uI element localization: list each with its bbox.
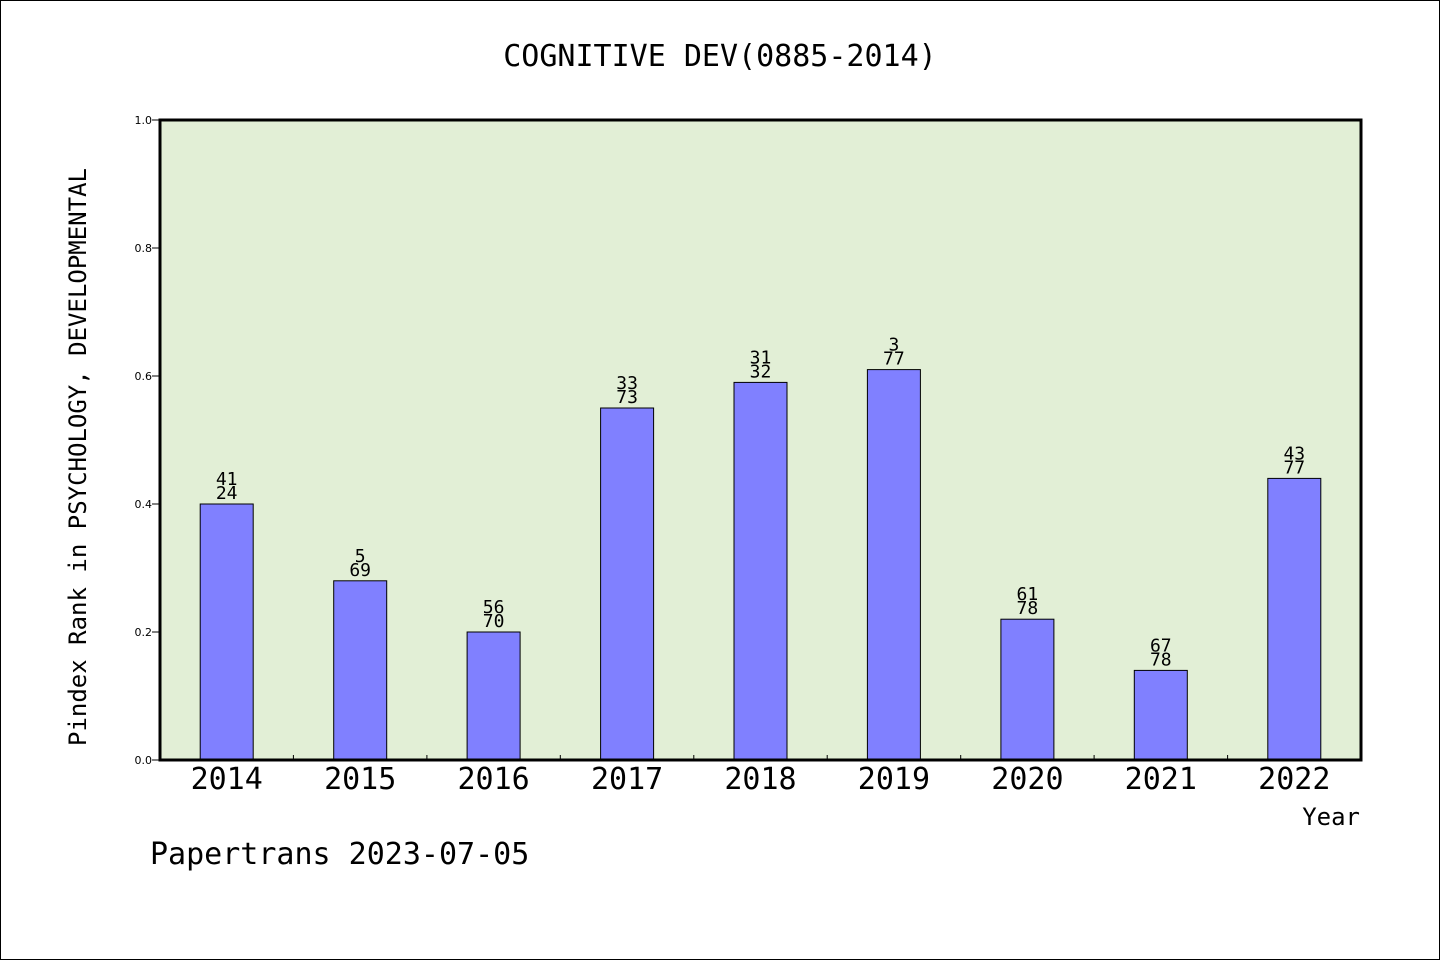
data-label-top-2022: 43	[1283, 443, 1305, 464]
chart-title: COGNITIVE DEV(0885-2014)	[503, 39, 936, 74]
y-axis: 0.0 0.2 0.4 0.6 0.8 1.0	[135, 114, 160, 767]
data-label-bottom-2018: 32	[750, 361, 772, 382]
x-tick-label-2016: 2016	[457, 762, 529, 797]
x-tick-label-2020: 2020	[991, 762, 1063, 797]
x-tick-label-2019: 2019	[858, 762, 930, 797]
y-tick-label-0.0: 0.0	[135, 754, 153, 767]
plot-border	[158, 118, 1363, 762]
y-tick-label-1.0: 1.0	[135, 114, 153, 127]
data-label-top-2019: 3	[888, 335, 899, 356]
x-tick-label-2022: 2022	[1258, 762, 1330, 797]
bar-2016	[466, 631, 521, 761]
data-label-top-2016: 56	[483, 597, 505, 618]
bar-2017	[600, 407, 655, 761]
bar-2020	[1000, 618, 1055, 761]
data-label-bottom-2022: 77	[1283, 457, 1305, 478]
x-tick-label-2018: 2018	[724, 762, 796, 797]
x-tick-label-2015: 2015	[324, 762, 396, 797]
data-label-bottom-2020: 78	[1017, 598, 1039, 619]
x-tick-label-2014: 2014	[191, 762, 263, 797]
y-tick-label-0.4: 0.4	[135, 498, 153, 511]
x-tick-label-2017: 2017	[591, 762, 663, 797]
data-label-bottom-2014: 24	[216, 483, 238, 504]
bar-2022	[1267, 477, 1322, 761]
y-tick-label-0.6: 0.6	[135, 370, 153, 383]
data-label-top-2015: 5	[355, 546, 366, 567]
y-tick-label-0.2: 0.2	[135, 626, 153, 639]
bar-2015	[333, 580, 388, 761]
x-axis: 2014 2015 2016 2017 2018 2019 2020 2021 2022	[191, 755, 1330, 797]
data-label-top-2020: 61	[1017, 584, 1039, 605]
bar-2014	[199, 503, 254, 761]
data-label-bottom-2021: 78	[1150, 649, 1172, 670]
data-label-top-2018: 31	[750, 347, 772, 368]
data-label-bottom-2019: 77	[883, 349, 905, 370]
data-label-bottom-2016: 70	[483, 611, 505, 632]
data-label-top-2017: 33	[616, 373, 638, 394]
data-label-top-2014: 41	[216, 469, 238, 490]
data-label-bottom-2017: 73	[616, 387, 638, 408]
y-tick-label-0.8: 0.8	[135, 242, 153, 255]
bar-2021	[1133, 669, 1188, 761]
bar-2018	[733, 381, 788, 761]
data-label-bottom-2015: 69	[349, 560, 371, 581]
bar-2019	[866, 369, 921, 761]
footer-credit: Papertrans 2023-07-05	[150, 837, 529, 872]
data-label-top-2021: 67	[1150, 635, 1172, 656]
x-tick-label-2021: 2021	[1125, 762, 1197, 797]
x-axis-label: Year	[1302, 803, 1360, 831]
y-axis-label: Pindex Rank in PSYCHOLOGY, DEVELOPMENTAL	[64, 168, 92, 746]
